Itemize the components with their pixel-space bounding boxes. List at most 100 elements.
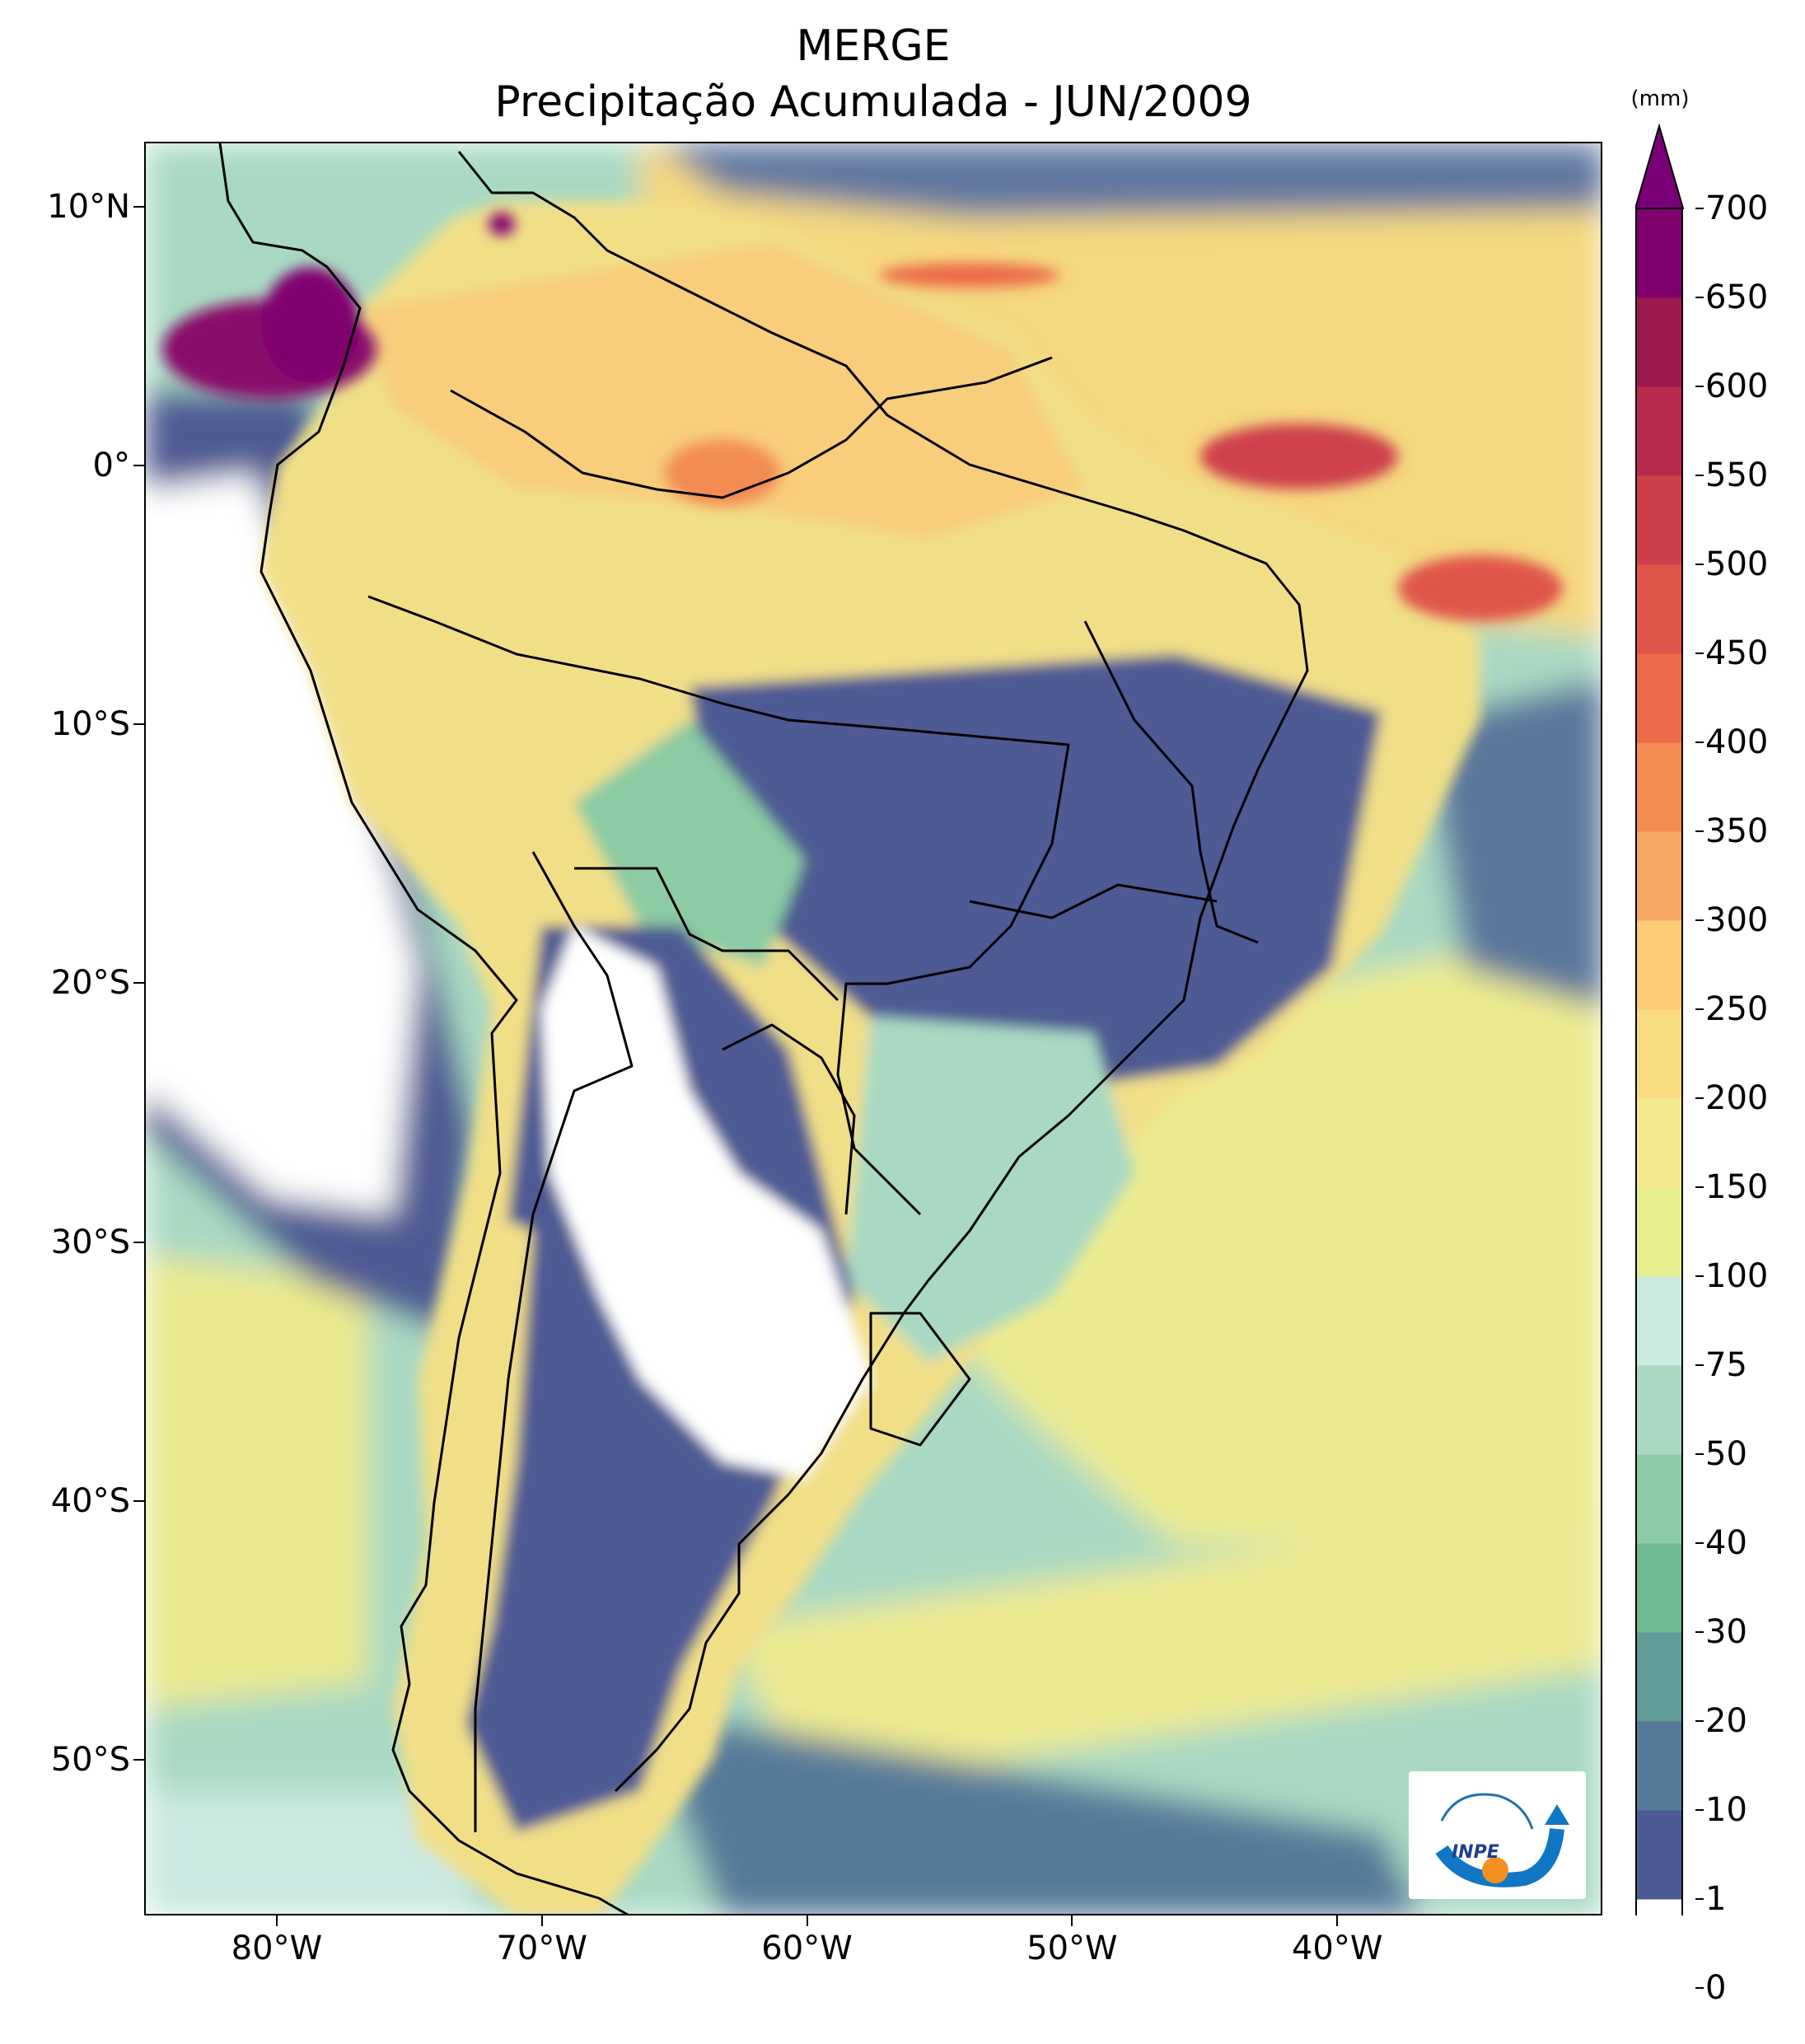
inpe-logo-graphic: INPE (1435, 1793, 1569, 1887)
colorbar-tick-label: 600 (1705, 367, 1769, 405)
x-tick-label: 70°W (496, 1929, 587, 1967)
brazil-transition-green (574, 720, 805, 967)
colorbar-tick-mark (1695, 564, 1704, 565)
colorbar-extend-arrow (1635, 123, 1685, 209)
x-tick-label: 60°W (761, 1929, 853, 1967)
central-brazil-dry (690, 654, 1382, 1091)
y-tick-label: 10°S (50, 705, 130, 744)
paraguay-border (722, 1023, 856, 1215)
x-tick-mark (806, 1915, 808, 1926)
y-tick-mark (133, 1241, 144, 1243)
y-tick-label: 30°S (50, 1223, 130, 1261)
colorbar-tick-mark (1695, 741, 1704, 743)
bolivia-border (574, 867, 839, 1002)
amazon-orange-core (665, 440, 780, 506)
colorbar-segment (1635, 1276, 1683, 1366)
colombia-red-core (261, 267, 360, 382)
colorbar-tick-label: 150 (1705, 1168, 1769, 1206)
colorbar-tick-label: 1 (1705, 1880, 1727, 1918)
colorbar-segment (1635, 1365, 1683, 1455)
colorbar-tick-label: 350 (1705, 812, 1769, 850)
colorbar-tick-label: 100 (1705, 1257, 1769, 1295)
inpe-logo: INPE (1409, 1771, 1586, 1899)
colorbar-tick-mark (1695, 208, 1704, 209)
state-borders-1 (1083, 620, 1259, 944)
colorbar-tick-label: 300 (1705, 901, 1769, 939)
colorbar-tick-label: 75 (1705, 1346, 1747, 1384)
colorbar-segment (1635, 208, 1683, 298)
colorbar-segment (1635, 297, 1683, 387)
colorbar-tick-label: 700 (1705, 189, 1769, 227)
colorbar-segment (1635, 1721, 1683, 1811)
south-pacific-blue (640, 1709, 1422, 1914)
north-atlantic-band (640, 143, 1601, 638)
colorbar-segment (1635, 564, 1683, 654)
north-atlantic-red-strip (879, 263, 1060, 288)
colorbar-tick-mark (1695, 1898, 1704, 1900)
colorbar-tick-mark (1695, 1097, 1704, 1099)
x-tick-label: 50°W (1026, 1929, 1118, 1967)
x-tick-label: 40°W (1291, 1929, 1383, 1967)
map-title: MERGE (796, 21, 951, 71)
y-tick-label: 20°S (50, 964, 130, 1003)
colorbar-tick-label: 550 (1705, 456, 1769, 494)
colorbar-segment (1635, 1899, 1683, 1915)
colorbar-tick-label: 0 (1705, 1969, 1727, 2007)
colorbar-tick-label: 40 (1705, 1524, 1747, 1562)
colorbar-segment (1635, 1632, 1683, 1722)
colorbar-segment (1635, 475, 1683, 565)
colorbar-segment (1635, 1543, 1683, 1633)
y-tick-mark (133, 982, 144, 985)
colorbar-tick-mark (1695, 1631, 1704, 1633)
north-atlantic-blue (657, 143, 1601, 217)
inpe-logo-text: INPE (1452, 1842, 1499, 1863)
south-brazil-green (846, 1017, 1134, 1363)
brazil-north-border (450, 356, 1053, 499)
colorbar-tick-label: 250 (1705, 990, 1769, 1028)
colorbar-segment (1635, 1810, 1683, 1900)
southeast-pacific-yellow-band (146, 1256, 368, 1709)
colorbar-tick-mark (1695, 1453, 1704, 1455)
colorbar-tick-label: 500 (1705, 545, 1769, 583)
colorbar-tick-label: 50 (1705, 1435, 1747, 1473)
y-tick-label: 10°N (47, 187, 130, 226)
y-tick-mark (133, 205, 144, 208)
y-tick-mark (133, 1500, 144, 1503)
x-tick-mark (275, 1915, 278, 1926)
atlantic-east-red (1398, 555, 1563, 621)
colorbar-tick-mark (1695, 1809, 1704, 1811)
brazil-border (367, 595, 1070, 1216)
colorbar-tick-label: 30 (1705, 1613, 1747, 1651)
colorbar (1635, 123, 1685, 1915)
pacific-white-dry (146, 473, 418, 1214)
colorbar-tick-mark (1695, 830, 1704, 832)
y-tick-label: 0° (92, 446, 130, 484)
andes-border (474, 851, 634, 1832)
chile-coast-yellow (418, 1214, 533, 1775)
x-tick-mark (1071, 1915, 1073, 1926)
colorbar-tick-label: 450 (1705, 634, 1769, 672)
colorbar-segment (1635, 831, 1683, 921)
coastline-east (457, 151, 1309, 1793)
colorbar-tick-label: 400 (1705, 723, 1769, 761)
y-tick-mark (133, 723, 144, 726)
amazon-orange (360, 242, 1085, 539)
colorbar-tick-label: 650 (1705, 278, 1769, 316)
colorbar-outline (1635, 208, 1683, 1915)
state-borders-2 (969, 883, 1218, 919)
map-panel (144, 142, 1602, 1915)
map-subtitle: Precipitação Acumulada - JUN/2009 (494, 77, 1252, 127)
venezuela-max (489, 213, 515, 236)
colorbar-tick-mark (1695, 1275, 1704, 1277)
colorbar-tick-mark (1695, 475, 1704, 476)
colorbar-segment (1635, 386, 1683, 476)
colorbar-tick-mark (1695, 1008, 1704, 1010)
colorbar-segment (1635, 1009, 1683, 1099)
y-tick-label: 50°S (50, 1741, 130, 1780)
colorbar-tick-mark (1695, 297, 1704, 298)
colorbar-segment (1635, 653, 1683, 743)
uruguay-border (869, 1312, 971, 1447)
coastline (218, 143, 629, 1914)
south-atlantic-lower-band (722, 1503, 1601, 1791)
colorbar-segment (1635, 742, 1683, 832)
